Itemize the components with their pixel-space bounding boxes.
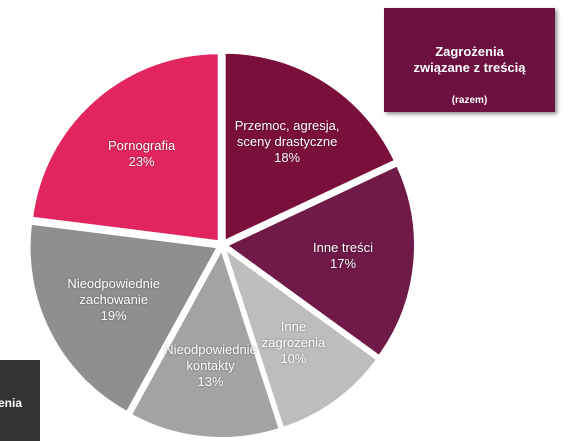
pie-slice — [225, 164, 416, 358]
side-text: enia — [0, 396, 23, 410]
pie-slice — [223, 246, 379, 430]
total-box: Zagrożenia związane z treścią (razem) 58… — [384, 8, 555, 141]
total-text: Zagrożenia związane z treścią — [413, 44, 526, 75]
slice-name: Inne treści — [313, 240, 374, 256]
slice-name: Inne zagrożenia — [261, 319, 326, 351]
slice-name: Nieodpowiednie zachowanie — [67, 276, 160, 308]
slice-name: Pornografia — [108, 137, 176, 153]
slice-value: 23% — [128, 153, 155, 169]
pie-slice — [129, 247, 281, 439]
slice-value: 19% — [100, 308, 127, 324]
slice-label: Inne zagrożenia 10% — [262, 319, 326, 367]
total-sub: (razem) — [451, 95, 488, 106]
total-value: 58% — [456, 126, 483, 141]
slice-label: Nieodpowiednie kontakty 13% — [164, 342, 257, 390]
slice-value: 17% — [329, 256, 357, 272]
slice-name: Przemoc, agresja, sceny drastyczne — [234, 118, 340, 150]
slice-label: Nieodpowiednie zachowanie 19% — [67, 276, 160, 324]
slice-name: Nieodpowiednie kontakty — [164, 342, 257, 374]
slice-value: 10% — [280, 351, 307, 367]
pie-slice — [31, 52, 220, 243]
pie-slice — [28, 222, 220, 414]
slice-label: Pornografia 23% — [108, 138, 175, 170]
pie-slice — [223, 51, 397, 243]
slice-value: 13% — [197, 374, 224, 390]
slice-value: 18% — [274, 150, 301, 166]
slice-label: Inne treści 17% — [313, 240, 373, 272]
side-box: enia — [0, 360, 40, 441]
slice-label: Przemoc, agresja, sceny drastyczne 18% — [235, 118, 340, 166]
